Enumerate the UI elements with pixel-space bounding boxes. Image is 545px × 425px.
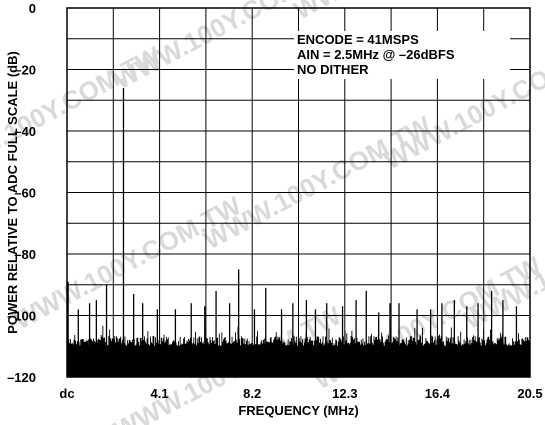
y-tick-label: –20 <box>14 63 36 78</box>
spectrum-spurs <box>67 87 518 377</box>
y-tick-labels: 0 –20 –40 –60 –80 –100 –120 <box>7 1 36 385</box>
x-axis-title: FREQUENCY (MHz) <box>238 403 358 418</box>
annotation-background <box>294 31 510 79</box>
annotation-line: AIN = 2.5MHz @ –26dBFS <box>297 47 455 62</box>
y-tick-label: –100 <box>7 309 36 324</box>
x-tick-label: 16.4 <box>425 386 451 401</box>
x-tick-label: 4.1 <box>151 386 169 401</box>
y-tick-label: –60 <box>14 186 36 201</box>
x-tick-label: 12.3 <box>332 386 357 401</box>
x-tick-label: 8.2 <box>243 386 261 401</box>
watermark-text: WWW.100Y.COM.TW <box>9 190 247 335</box>
y-tick-label: –80 <box>14 247 36 262</box>
x-tick-label: dc <box>59 386 74 401</box>
y-tick-label: –120 <box>7 370 36 385</box>
watermark-text: WWW.100Y.COM.TW <box>199 110 437 255</box>
y-axis-title: POWER RELATIVE TO ADC FULL SCALE (dB) <box>5 51 20 334</box>
x-tick-label: 20.5 <box>517 386 542 401</box>
annotation-line: ENCODE = 41MSPS <box>297 32 419 47</box>
x-tick-labels: dc 4.1 8.2 12.3 16.4 20.5 <box>59 386 542 401</box>
annotation-line: NO DITHER <box>297 62 369 77</box>
y-tick-label: –40 <box>14 124 36 139</box>
watermark-text: WWW.100Y.COM.TW <box>289 0 527 25</box>
y-tick-label: 0 <box>29 1 36 16</box>
plot-frame <box>66 7 531 378</box>
